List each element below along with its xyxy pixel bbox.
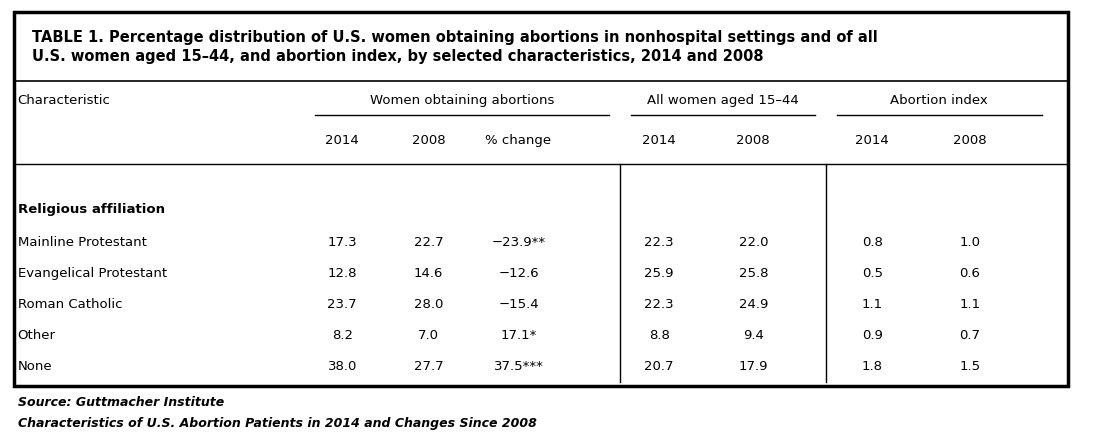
Text: 2014: 2014 [325,134,359,147]
Text: Characteristics of U.S. Abortion Patients in 2014 and Changes Since 2008: Characteristics of U.S. Abortion Patient… [18,417,536,430]
Text: 1.1: 1.1 [959,298,980,311]
Text: 22.7: 22.7 [414,236,444,249]
Text: 25.9: 25.9 [644,267,674,280]
Text: 2008: 2008 [737,134,770,147]
Text: 17.9: 17.9 [739,360,768,373]
Text: 1.1: 1.1 [862,298,883,311]
Text: None: None [18,360,52,373]
Text: 22.0: 22.0 [739,236,768,249]
FancyBboxPatch shape [14,12,1068,386]
Text: 0.6: 0.6 [959,267,980,280]
Text: 2008: 2008 [412,134,446,147]
Text: 25.8: 25.8 [739,267,768,280]
Text: Women obtaining abortions: Women obtaining abortions [370,94,555,107]
Text: Mainline Protestant: Mainline Protestant [18,236,146,249]
Text: 22.3: 22.3 [644,236,674,249]
Text: Religious affiliation: Religious affiliation [18,203,165,216]
Text: TABLE 1. Percentage distribution of U.S. women obtaining abortions in nonhospita: TABLE 1. Percentage distribution of U.S.… [32,30,877,45]
Text: 14.6: 14.6 [414,267,444,280]
Text: Other: Other [18,329,56,342]
Text: 0.7: 0.7 [959,329,980,342]
Text: 1.8: 1.8 [862,360,883,373]
Text: Abortion index: Abortion index [891,94,989,107]
Text: U.S. women aged 15–44, and abortion index, by selected characteristics, 2014 and: U.S. women aged 15–44, and abortion inde… [32,49,763,64]
Text: 8.2: 8.2 [331,329,352,342]
Text: All women aged 15–44: All women aged 15–44 [647,94,799,107]
Text: 9.4: 9.4 [743,329,764,342]
Text: 20.7: 20.7 [644,360,674,373]
Text: 37.5***: 37.5*** [493,360,544,373]
Text: % change: % change [486,134,552,147]
Text: Roman Catholic: Roman Catholic [18,298,122,311]
Text: Source: Guttmacher Institute: Source: Guttmacher Institute [18,396,224,409]
Text: 22.3: 22.3 [644,298,674,311]
Text: 28.0: 28.0 [414,298,444,311]
Text: 7.0: 7.0 [418,329,439,342]
Text: 2014: 2014 [642,134,676,147]
Text: −12.6: −12.6 [499,267,538,280]
Text: 27.7: 27.7 [414,360,444,373]
Text: 24.9: 24.9 [739,298,768,311]
Text: 0.9: 0.9 [862,329,883,342]
Text: 17.3: 17.3 [327,236,357,249]
Text: 23.7: 23.7 [327,298,357,311]
Text: 0.5: 0.5 [862,267,883,280]
Text: 0.8: 0.8 [862,236,883,249]
Text: 2008: 2008 [952,134,986,147]
Text: 1.0: 1.0 [959,236,980,249]
Text: 2014: 2014 [855,134,890,147]
Text: −15.4: −15.4 [499,298,538,311]
Text: −23.9**: −23.9** [491,236,546,249]
Text: 38.0: 38.0 [327,360,357,373]
Text: 8.8: 8.8 [648,329,669,342]
Text: Characteristic: Characteristic [18,94,110,107]
Text: 17.1*: 17.1* [500,329,536,342]
Text: Evangelical Protestant: Evangelical Protestant [18,267,166,280]
Text: 12.8: 12.8 [327,267,357,280]
Text: 1.5: 1.5 [959,360,980,373]
